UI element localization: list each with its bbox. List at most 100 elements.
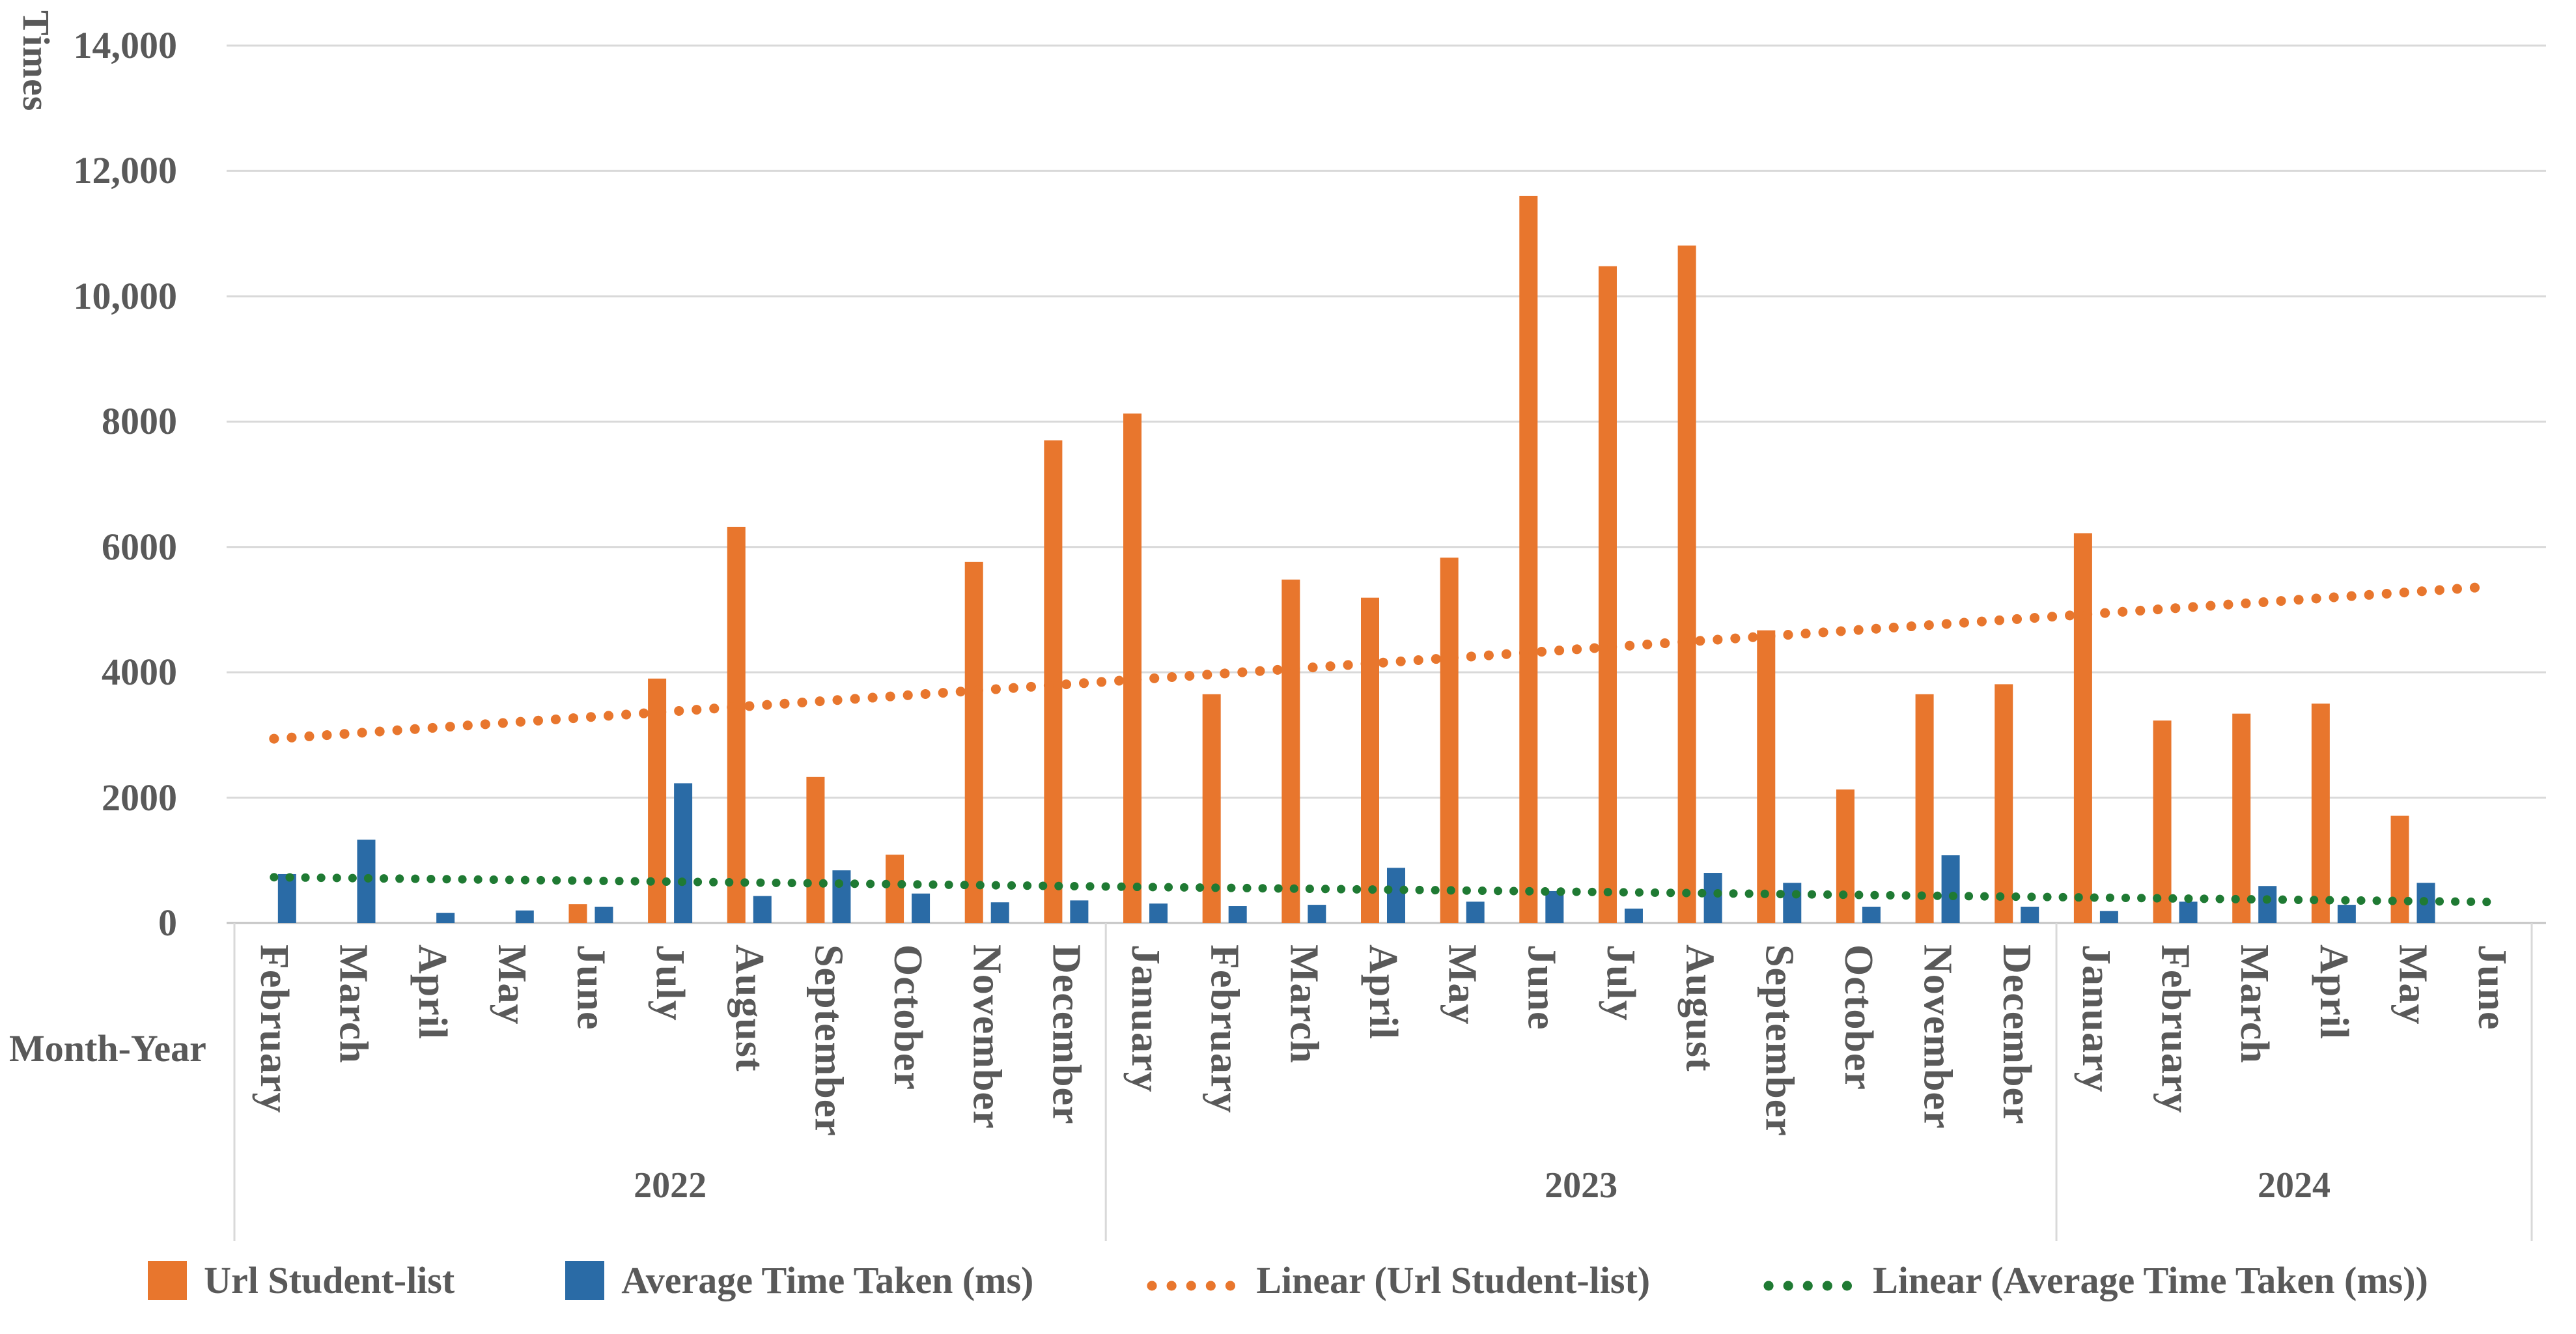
bar-url-student-list-march-2023: [1281, 579, 1300, 923]
bar-average-time-december-2023: [2021, 906, 2039, 923]
bar-average-time-august-2023: [1703, 873, 1722, 923]
month-label-february-2022: February: [251, 944, 296, 1114]
month-label-september-2022: September: [806, 944, 851, 1137]
bar-url-student-list-november-2022: [964, 561, 983, 923]
legend-swatch-dots-linear-url-student-list-: [1144, 1258, 1239, 1302]
bar-average-time-november-2023: [1941, 855, 1960, 923]
month-label-september-2023: September: [1757, 944, 1802, 1137]
y-axis-title: Times: [15, 10, 57, 112]
month-label-february-2024: February: [2153, 944, 2198, 1114]
month-label-march-2024: March: [2232, 944, 2277, 1064]
month-label-may-2024: May: [2390, 944, 2435, 1025]
y-tick-label-2000: 2000: [102, 776, 177, 819]
month-label-august-2023: August: [1677, 944, 1722, 1072]
y-tick-label-14-000: 14,000: [73, 24, 178, 66]
month-label-january-2024: January: [2073, 944, 2118, 1093]
month-label-june-2023: June: [1519, 944, 1564, 1030]
chart-legend: Url Student-list Average Time Taken (ms) L…: [0, 1258, 2576, 1302]
month-label-june-2024: June: [2470, 944, 2515, 1030]
bar-url-student-list-may-2024: [2390, 816, 2409, 923]
bar-url-student-list-december-2023: [1995, 684, 2013, 923]
bar-average-time-november-2022: [990, 902, 1009, 923]
month-label-august-2022: August: [727, 944, 772, 1072]
bar-url-student-list-march-2024: [2232, 713, 2251, 923]
bar-url-student-list-april-2023: [1361, 597, 1379, 923]
bar-url-student-list-august-2022: [727, 526, 746, 923]
bar-url-student-list-september-2022: [806, 776, 825, 923]
legend-swatch-dots-linear-average-time-taken-ms-: [1761, 1258, 1856, 1302]
bar-average-time-february-2024: [2179, 901, 2198, 923]
bar-average-time-april-2023: [1387, 868, 1405, 923]
bar-url-student-list-september-2023: [1757, 630, 1776, 923]
legend-label-linear-url-student-list-: Linear (Url Student-list): [1256, 1259, 1651, 1301]
bar-average-time-april-2022: [436, 913, 455, 923]
legend-item-url-student-list: Url Student-list: [148, 1258, 455, 1302]
month-label-april-2024: April: [2311, 944, 2356, 1040]
bar-url-student-list-june-2023: [1519, 195, 1538, 923]
month-label-december-2023: December: [1995, 944, 2039, 1125]
month-label-march-2023: March: [1281, 944, 1326, 1064]
month-label-october-2022: October: [886, 944, 931, 1090]
bar-url-student-list-november-2023: [1915, 694, 1934, 923]
bar-average-time-january-2024: [2099, 911, 2118, 923]
legend-item-linear-average-time-taken-ms-: Linear (Average Time Taken (ms)): [1761, 1258, 2428, 1302]
month-label-january-2023: January: [1123, 944, 1168, 1093]
bar-url-student-list-may-2023: [1440, 558, 1459, 923]
bar-url-student-list-june-2022: [568, 904, 587, 923]
legend-label-linear-average-time-taken-ms-: Linear (Average Time Taken (ms)): [1873, 1259, 2428, 1301]
bar-average-time-june-2022: [595, 906, 613, 923]
bar-url-student-list-july-2023: [1598, 266, 1617, 923]
bar-url-student-list-october-2022: [886, 855, 904, 923]
bar-average-time-march-2023: [1308, 905, 1326, 923]
bar-average-time-december-2022: [1070, 900, 1089, 923]
y-tick-label-6000: 6000: [102, 525, 177, 568]
bar-average-time-october-2022: [912, 893, 931, 923]
bar-url-student-list-february-2024: [2153, 720, 2172, 923]
month-label-april-2023: April: [1361, 944, 1405, 1040]
bar-url-student-list-january-2023: [1123, 413, 1142, 923]
bar-average-time-september-2022: [832, 870, 851, 923]
month-label-april-2022: April: [410, 944, 455, 1040]
bar-average-time-may-2022: [515, 910, 534, 923]
y-tick-label-12-000: 12,000: [73, 149, 178, 192]
bar-average-time-april-2024: [2337, 905, 2356, 923]
month-label-october-2023: October: [1836, 944, 1881, 1090]
month-label-june-2022: June: [568, 944, 613, 1030]
bar-average-time-july-2023: [1624, 908, 1643, 923]
year-label-2023: 2023: [1545, 1165, 1618, 1206]
bar-average-time-october-2023: [1862, 906, 1881, 923]
month-label-may-2023: May: [1440, 944, 1485, 1025]
month-label-march-2022: March: [331, 944, 376, 1064]
month-label-july-2023: July: [1598, 944, 1643, 1021]
bar-average-time-january-2023: [1149, 903, 1168, 923]
bar-average-time-august-2022: [753, 896, 772, 923]
bar-url-student-list-april-2024: [2311, 703, 2330, 923]
bar-average-time-june-2023: [1545, 890, 1564, 923]
bar-average-time-september-2023: [1783, 883, 1802, 923]
bar-average-time-february-2023: [1228, 906, 1247, 923]
month-label-november-2022: November: [964, 944, 1009, 1129]
legend-label-url-student-list: Url Student-list: [204, 1259, 455, 1301]
bar-url-student-list-january-2024: [2073, 533, 2092, 923]
month-label-december-2022: December: [1044, 944, 1089, 1125]
legend-item-linear-url-student-list-: Linear (Url Student-list): [1144, 1258, 1650, 1302]
bar-average-time-march-2024: [2258, 886, 2277, 923]
month-label-november-2023: November: [1915, 944, 1960, 1129]
trendline-average-time: [270, 873, 2497, 907]
year-label-2022: 2022: [634, 1165, 707, 1206]
bar-url-student-list-august-2023: [1677, 245, 1696, 923]
y-tick-label-0: 0: [158, 901, 177, 944]
y-tick-label-10-000: 10,000: [73, 274, 178, 317]
bar-average-time-february-2022: [277, 873, 296, 923]
y-tick-label-8000: 8000: [102, 400, 177, 443]
year-label-2024: 2024: [2258, 1165, 2331, 1206]
y-tick-label-4000: 4000: [102, 651, 177, 694]
legend-item-average-time-taken-ms-: Average Time Taken (ms): [565, 1258, 1033, 1302]
month-label-july-2022: July: [648, 944, 693, 1021]
x-axis-title: Month-Year: [9, 1027, 206, 1070]
month-label-february-2023: February: [1202, 944, 1247, 1114]
bar-url-student-list-october-2023: [1836, 789, 1855, 923]
legend-swatch-square-average-time-taken-ms-: [565, 1260, 605, 1300]
